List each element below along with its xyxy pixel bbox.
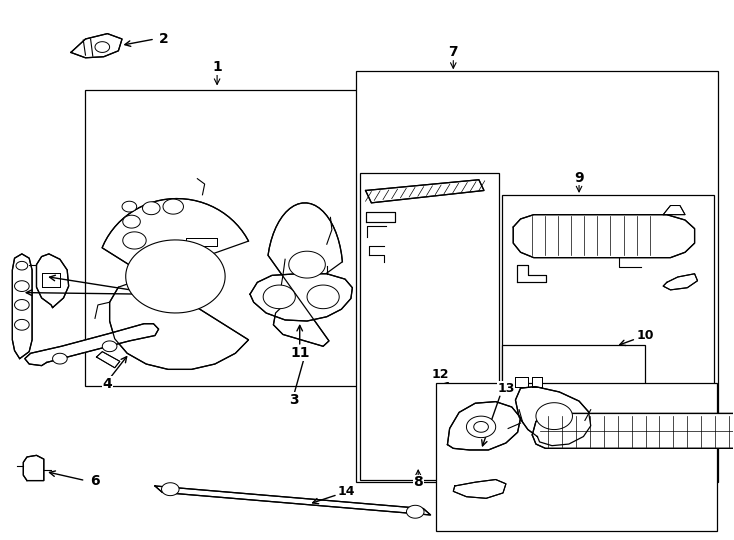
Polygon shape: [663, 206, 685, 215]
Polygon shape: [467, 416, 495, 437]
Polygon shape: [532, 414, 734, 448]
Bar: [502, 345, 645, 480]
Polygon shape: [126, 240, 225, 313]
Text: 11: 11: [290, 346, 310, 360]
Text: 13: 13: [497, 382, 515, 395]
Text: 12: 12: [432, 368, 449, 381]
Polygon shape: [454, 480, 506, 498]
Polygon shape: [288, 251, 325, 278]
Polygon shape: [15, 281, 29, 292]
Polygon shape: [102, 199, 249, 369]
Text: 4: 4: [103, 377, 112, 391]
Polygon shape: [515, 387, 591, 446]
Polygon shape: [53, 353, 68, 364]
Text: 14: 14: [338, 485, 355, 498]
Text: 8: 8: [413, 475, 423, 489]
Polygon shape: [163, 199, 184, 214]
Bar: [356, 71, 718, 482]
Polygon shape: [42, 273, 60, 287]
Polygon shape: [264, 285, 295, 309]
Text: 1: 1: [212, 60, 222, 74]
Polygon shape: [15, 300, 29, 310]
Polygon shape: [16, 261, 28, 270]
Polygon shape: [71, 33, 122, 58]
Polygon shape: [122, 201, 137, 212]
Polygon shape: [161, 483, 179, 496]
Polygon shape: [186, 238, 217, 246]
Bar: [502, 195, 714, 442]
Polygon shape: [532, 377, 542, 387]
Polygon shape: [123, 215, 140, 228]
Polygon shape: [513, 215, 694, 258]
Polygon shape: [15, 320, 29, 330]
Polygon shape: [123, 232, 146, 249]
Polygon shape: [102, 341, 117, 352]
Bar: [85, 90, 360, 386]
Text: 2: 2: [159, 32, 169, 46]
Text: 10: 10: [636, 329, 653, 342]
Bar: [437, 383, 716, 531]
Polygon shape: [96, 352, 120, 368]
Polygon shape: [23, 455, 44, 481]
Polygon shape: [307, 285, 339, 309]
Polygon shape: [250, 274, 352, 321]
Text: 3: 3: [289, 393, 299, 407]
Polygon shape: [448, 402, 520, 450]
Polygon shape: [536, 403, 573, 429]
Polygon shape: [407, 505, 424, 518]
Polygon shape: [37, 254, 69, 308]
Text: 5: 5: [203, 287, 212, 301]
Polygon shape: [515, 377, 528, 387]
Polygon shape: [473, 422, 488, 432]
Text: 9: 9: [574, 171, 584, 185]
Polygon shape: [268, 203, 342, 346]
Text: 7: 7: [448, 45, 458, 59]
Polygon shape: [142, 202, 160, 215]
Polygon shape: [366, 212, 395, 221]
Polygon shape: [25, 323, 159, 366]
Polygon shape: [663, 274, 697, 290]
Polygon shape: [95, 42, 109, 52]
Polygon shape: [517, 265, 546, 282]
Polygon shape: [366, 180, 484, 203]
Polygon shape: [12, 254, 32, 359]
Polygon shape: [155, 486, 431, 515]
Text: 6: 6: [90, 474, 100, 488]
Bar: [360, 173, 498, 480]
